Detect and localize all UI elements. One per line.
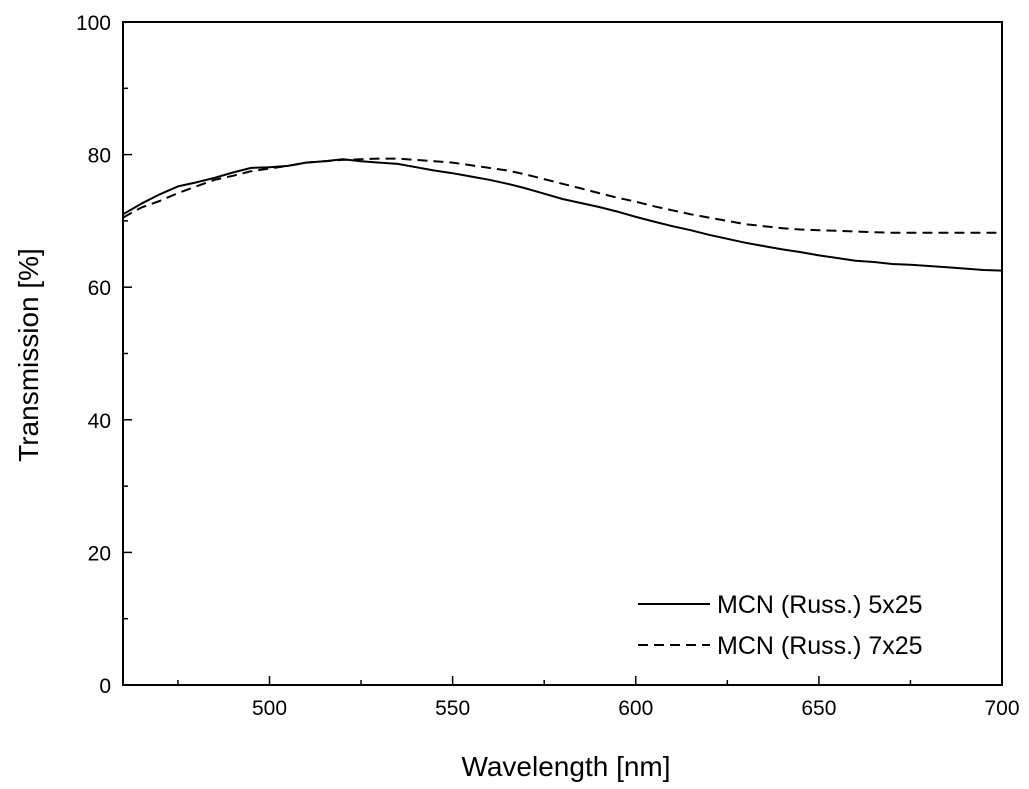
legend-label-1: MCN (Russ.) 5x25 bbox=[717, 591, 923, 619]
series-line-1 bbox=[122, 158, 1003, 272]
series-line-2 bbox=[122, 157, 1002, 234]
x-axis-title: Wavelength [nm] bbox=[461, 751, 670, 782]
y-axis-ticks: 0 20 40 60 80 100 bbox=[76, 12, 132, 698]
x-tick-label: 700 bbox=[984, 697, 1019, 720]
y-axis-title: Transmission [%] bbox=[13, 248, 44, 462]
y-tick-label: 60 bbox=[88, 277, 111, 300]
y-tick-label: 40 bbox=[88, 410, 111, 433]
x-tick-label: 600 bbox=[618, 697, 653, 720]
y-tick-label: 80 bbox=[88, 145, 111, 168]
x-axis-ticks: 500 550 600 650 700 bbox=[177, 676, 1020, 720]
y-tick-label: 20 bbox=[88, 542, 111, 565]
legend: MCN (Russ.) 5x25 MCN (Russ.) 7x25 bbox=[638, 591, 923, 660]
x-tick-label: 650 bbox=[801, 697, 836, 720]
x-tick-label: 500 bbox=[252, 697, 287, 720]
plot-frame bbox=[122, 21, 1003, 686]
x-tick-label: 550 bbox=[435, 697, 470, 720]
y-tick-label: 0 bbox=[99, 675, 111, 698]
series-layer bbox=[122, 157, 1003, 272]
y-tick-label: 100 bbox=[76, 12, 111, 35]
legend-label-2: MCN (Russ.) 7x25 bbox=[717, 632, 923, 660]
